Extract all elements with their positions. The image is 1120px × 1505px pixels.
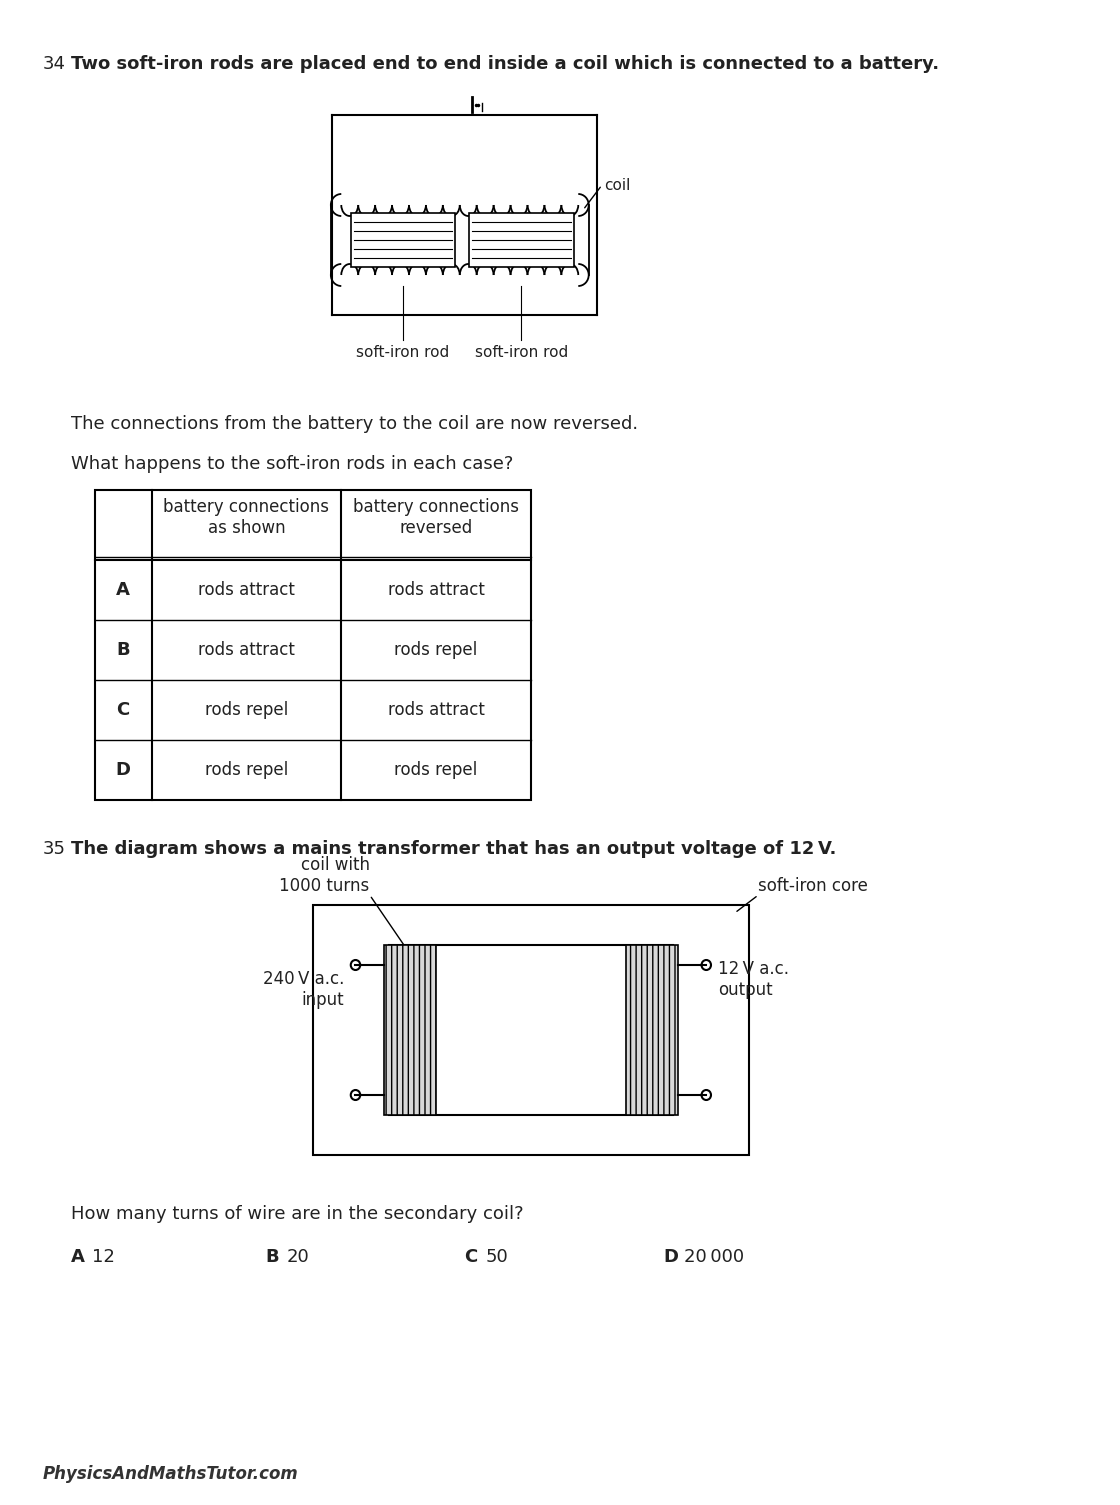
Text: PhysicsAndMathsTutor.com: PhysicsAndMathsTutor.com	[43, 1464, 298, 1482]
Bar	[312, 905, 749, 1154]
Text: D: D	[663, 1248, 679, 1266]
Text: 35: 35	[43, 840, 66, 858]
Text: 12 V a.c.
output: 12 V a.c. output	[718, 960, 788, 999]
Bar	[351, 214, 455, 266]
Text: soft-iron rod: soft-iron rod	[475, 345, 568, 360]
Text: B: B	[116, 641, 130, 659]
Text: A: A	[71, 1248, 85, 1266]
Text: soft-iron core: soft-iron core	[758, 877, 868, 895]
Text: soft-iron rod: soft-iron rod	[356, 345, 449, 360]
Text: C: C	[116, 701, 130, 719]
Text: battery connections
reversed: battery connections reversed	[353, 498, 519, 537]
Text: Two soft-iron rods are placed end to end inside a coil which is connected to a b: Two soft-iron rods are placed end to end…	[71, 56, 940, 74]
Text: C: C	[465, 1248, 478, 1266]
Text: rods attract: rods attract	[198, 581, 295, 599]
Text: The diagram shows a mains transformer that has an output voltage of 12 V.: The diagram shows a mains transformer th…	[71, 840, 837, 858]
Text: A: A	[116, 581, 130, 599]
Text: 12: 12	[92, 1248, 115, 1266]
Text: How many turns of wire are in the secondary coil?: How many turns of wire are in the second…	[71, 1206, 524, 1224]
Text: rods attract: rods attract	[388, 701, 485, 719]
Bar	[384, 945, 436, 1115]
Bar	[469, 214, 573, 266]
Text: coil: coil	[604, 178, 631, 193]
Text: rods attract: rods attract	[388, 581, 485, 599]
Text: rods attract: rods attract	[198, 641, 295, 659]
Text: The connections from the battery to the coil are now reversed.: The connections from the battery to the …	[71, 415, 638, 433]
Text: 20 000: 20 000	[684, 1248, 745, 1266]
Bar	[389, 945, 673, 1115]
Text: rods repel: rods repel	[394, 641, 478, 659]
Text: What happens to the soft-iron rods in each case?: What happens to the soft-iron rods in ea…	[71, 455, 513, 473]
Bar	[95, 491, 531, 801]
Text: coil with
1000 turns: coil with 1000 turns	[280, 856, 370, 895]
Text: 20: 20	[287, 1248, 309, 1266]
Text: rods repel: rods repel	[205, 701, 288, 719]
Bar	[626, 945, 678, 1115]
Text: 240 V a.c.
input: 240 V a.c. input	[263, 971, 344, 1008]
Text: D: D	[115, 762, 131, 780]
Text: battery connections
as shown: battery connections as shown	[164, 498, 329, 537]
Text: 34: 34	[43, 56, 66, 74]
Text: 50: 50	[485, 1248, 508, 1266]
Text: rods repel: rods repel	[205, 762, 288, 780]
Text: B: B	[265, 1248, 279, 1266]
Text: rods repel: rods repel	[394, 762, 478, 780]
